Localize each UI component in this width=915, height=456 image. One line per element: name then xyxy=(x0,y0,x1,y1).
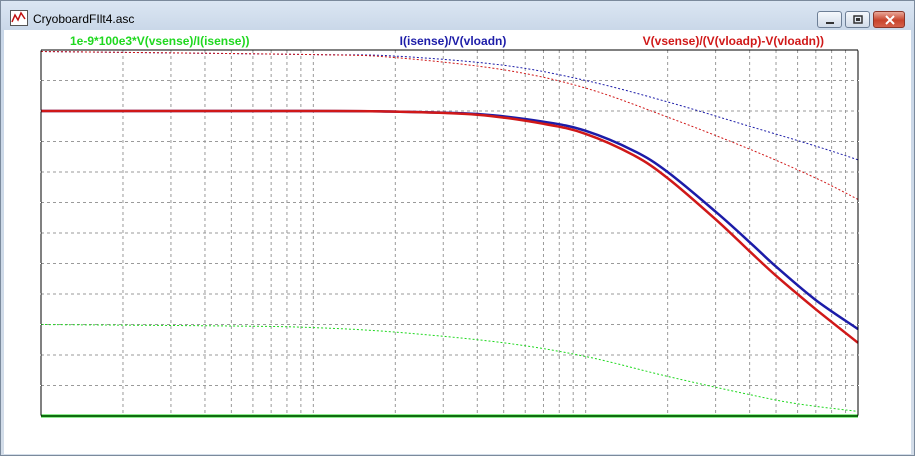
minimize-button[interactable] xyxy=(817,11,842,28)
y2-tick-label: 40° xyxy=(864,257,882,271)
close-button[interactable] xyxy=(873,11,905,28)
x-tick-label: 1KHz xyxy=(849,421,878,435)
y-tick-label: 1.1 xyxy=(19,74,36,88)
y-tick-label: 0.4 xyxy=(19,287,36,301)
y2-tick-label: 20° xyxy=(864,287,882,301)
y2-tick-label: -40° xyxy=(864,379,886,393)
y2-tick-label: 100° xyxy=(864,165,889,179)
x-tick-label: 10Hz xyxy=(299,421,327,435)
y2-tick-label: -20° xyxy=(864,348,886,362)
tick-labels: 0.0 0.1 0.2 0.3 0.4 0.5 0.6 0.7 0.8 0.9 1.0 1.1 1.2 -… xyxy=(19,43,889,435)
y-tick-label: 0.0 xyxy=(19,409,36,423)
close-icon xyxy=(885,15,895,25)
y2-tick-label: -60° xyxy=(864,409,886,423)
y-tick-label: 0.3 xyxy=(19,318,36,332)
maximize-button[interactable] xyxy=(845,11,870,28)
y-tick-label: 0.7 xyxy=(19,196,36,210)
phase-trace-red xyxy=(40,51,859,200)
y2-tick-label: 120° xyxy=(864,135,889,149)
window-title: CryoboardFIlt4.asc xyxy=(33,12,135,26)
y-tick-label: 1.2 xyxy=(19,43,36,57)
restore-icon xyxy=(853,15,863,24)
y2-tick-label: 160° xyxy=(864,74,889,88)
y2-tick-label: 140° xyxy=(864,104,889,118)
waveform-app-icon xyxy=(10,10,28,26)
y2-tick-label: 60° xyxy=(864,226,882,240)
y2-tick-label: 180° xyxy=(864,43,889,57)
title-bar[interactable]: CryoboardFIlt4.asc xyxy=(1,1,914,35)
y-tick-label: 0.1 xyxy=(19,379,36,393)
phase-traces xyxy=(40,51,859,412)
plot-pane[interactable]: 0.0 0.1 0.2 0.3 0.4 0.5 0.6 0.7 0.8 0.9 1.0 1.1 1.2 -… xyxy=(4,30,911,454)
minimize-icon xyxy=(826,22,834,24)
plot-background xyxy=(4,30,911,454)
magnitude-trace-red xyxy=(40,109,859,344)
y2-tick-label: 80° xyxy=(864,196,882,210)
phase-trace-green xyxy=(40,324,859,412)
y-tick-label: 1.0 xyxy=(19,104,36,118)
y-tick-label: 0.8 xyxy=(19,165,36,179)
y-tick-label: 0.9 xyxy=(19,135,36,149)
y-tick-label: 0.5 xyxy=(19,257,36,271)
legend-entry-red: V(vsense)/(V(vloadp)-V(vloadn)) xyxy=(643,34,824,48)
legend-entry-blue: I(isense)/V(vloadn) xyxy=(400,34,507,48)
y2-tick-label: 0° xyxy=(864,318,876,332)
legend-entry-green: 1e-9*100e3*V(vsense)/I(isense)) xyxy=(70,34,249,48)
x-tick-label: 1Hz xyxy=(31,421,52,435)
y-tick-label: 0.2 xyxy=(19,348,36,362)
x-tick-label: 100Hz xyxy=(568,421,603,435)
bode-plot[interactable]: 0.0 0.1 0.2 0.3 0.4 0.5 0.6 0.7 0.8 0.9 1.0 1.1 1.2 -… xyxy=(4,30,911,454)
y-tick-label: 0.6 xyxy=(19,226,36,240)
legend: 1e-9*100e3*V(vsense)/I(isense)) I(isense)… xyxy=(70,34,824,48)
